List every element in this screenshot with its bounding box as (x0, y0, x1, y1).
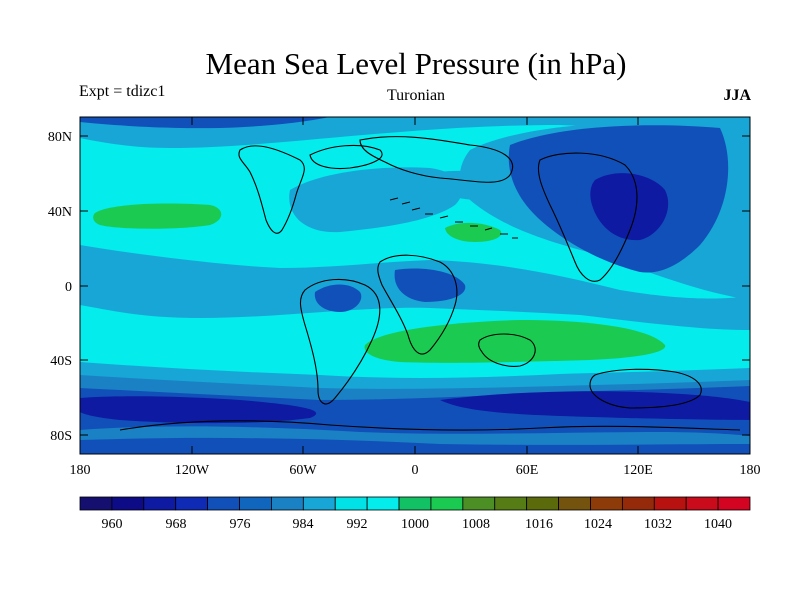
x-axis-labels: 180 120W 60W 0 60E 120E 180 (70, 463, 761, 478)
colorbar-label: 992 (347, 517, 368, 532)
field-atlantic-mid (289, 167, 462, 233)
colorbar-label: 1000 (401, 517, 429, 532)
x-tick-label: 120E (623, 463, 653, 478)
coast-greenland (309, 144, 383, 170)
period-label: Turonian (386, 87, 446, 104)
field-tethys-high (445, 222, 502, 242)
coast-north-america (238, 145, 305, 234)
coast-india (478, 333, 536, 367)
colorbar-label: 960 (102, 517, 123, 532)
colorbar-label: 1040 (704, 517, 732, 532)
colorbar-label: 1016 (525, 517, 553, 532)
coast-south-america (299, 278, 381, 405)
pressure-field (80, 117, 750, 454)
colorbar-swatch (334, 496, 368, 511)
field-south-deep (80, 396, 317, 424)
field-antarctic-low (80, 437, 750, 454)
x-tick-label: 180 (70, 463, 91, 478)
colorbar-swatch (239, 496, 272, 511)
y-tick-label: 0 (65, 280, 72, 295)
colorbar-swatch (366, 496, 400, 511)
coast-africa (377, 254, 458, 355)
x-tick-label: 60E (516, 463, 539, 478)
colorbar-label: 1024 (584, 517, 612, 532)
coast-asia-east (537, 152, 638, 282)
coast-antarctica (119, 420, 741, 431)
colorbar-labels: 960 968 976 984 992 1000 1008 1016 1024 … (102, 517, 733, 532)
y-tick-label: 40N (48, 205, 72, 220)
y-tick-label: 80S (50, 429, 72, 444)
colorbar-swatch (653, 496, 687, 511)
coastlines (119, 136, 741, 431)
colorbar-swatch (271, 496, 304, 511)
coast-australia-antarctica (589, 368, 702, 409)
colorbar-label: 976 (230, 517, 251, 532)
x-axis-ticks (79, 117, 751, 454)
colorbar-label: 968 (166, 517, 187, 532)
chart-title: Mean Sea Level Pressure (in hPa) (205, 46, 627, 81)
colorbar-swatch (398, 496, 432, 511)
field-equatorial-low (314, 284, 362, 312)
colorbar-swatch (175, 496, 209, 511)
colorbar-swatch (111, 496, 145, 511)
coast-eurasia (359, 136, 513, 183)
colorbar-swatch (79, 496, 113, 511)
x-tick-label: 60W (289, 463, 317, 478)
colorbar-swatch (207, 496, 240, 511)
colorbar-label: 984 (293, 517, 314, 532)
colorbar (79, 496, 751, 511)
field-southern-ocean-deep (440, 391, 750, 420)
field-africa-low (394, 268, 466, 302)
colorbar-swatch (590, 496, 623, 511)
season-label: JJA (723, 87, 751, 104)
y-tick-label: 40S (50, 354, 72, 369)
colorbar-swatch (143, 496, 177, 511)
y-axis-ticks (80, 135, 750, 436)
experiment-label: Expt = tdizc1 (79, 83, 166, 100)
colorbar-swatch (526, 496, 559, 511)
colorbar-swatch (685, 496, 719, 511)
coast-europe-islands (389, 197, 518, 239)
x-tick-label: 120W (175, 463, 210, 478)
x-tick-label: 180 (740, 463, 761, 478)
colorbar-swatch (558, 496, 591, 511)
colorbar-swatch (430, 496, 464, 511)
colorbar-swatch (462, 496, 496, 511)
colorbar-swatch (302, 496, 336, 511)
field-asia-deep (590, 173, 669, 241)
colorbar-swatch (717, 496, 751, 511)
x-tick-label: 0 (412, 463, 419, 478)
colorbar-swatch (494, 496, 528, 511)
colorbar-label: 1008 (462, 517, 490, 532)
y-tick-label: 80N (48, 130, 72, 145)
y-axis-labels: 80N 40N 0 40S 80S (48, 130, 72, 444)
field-north-low (80, 117, 330, 129)
colorbar-swatch (621, 496, 655, 511)
field-pacific-high (93, 203, 222, 229)
colorbar-label: 1032 (644, 517, 672, 532)
field-south-high (364, 320, 666, 363)
